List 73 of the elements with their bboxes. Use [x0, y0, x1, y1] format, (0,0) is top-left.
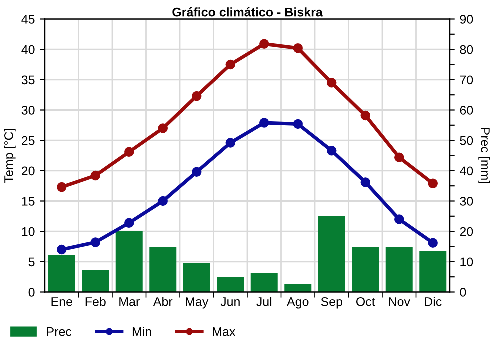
point [428, 238, 438, 248]
bar [48, 255, 76, 292]
y2-tick-label: 30 [460, 197, 474, 206]
bar [318, 216, 346, 292]
point [360, 110, 370, 121]
y-tick-label: 10 [22, 227, 35, 236]
y2-tick-label: 40 [460, 166, 474, 176]
bar [183, 263, 210, 292]
y-tick-label: 30 [22, 106, 35, 115]
legend-label: Prec [47, 328, 72, 336]
y-axis-title: Temp [°C] [4, 129, 16, 183]
x-tick-label: Mar [120, 298, 140, 306]
y-tick-label: 20 [22, 166, 35, 176]
x-tick-label: Abr [153, 297, 173, 306]
y2-axis-title: Prec [mm] [478, 128, 490, 184]
y-tick-label: 5 [28, 258, 35, 267]
y2-tick-label: 80 [460, 45, 474, 54]
bar [420, 251, 447, 292]
point [428, 178, 438, 189]
y2-tick-label: 60 [460, 106, 474, 115]
point [360, 178, 370, 188]
point [327, 78, 337, 88]
bar [116, 231, 143, 292]
point [90, 238, 100, 248]
chart-title: Gráfico climático - Biskra [172, 7, 323, 17]
x-tick-label: Ene [52, 298, 72, 306]
point [57, 244, 67, 255]
x-tick-label: Oct [356, 297, 376, 306]
y2-tick-label: 10 [460, 258, 474, 267]
y-tick-label: 25 [22, 136, 35, 146]
y2-tick-label: 50 [460, 136, 474, 146]
point [90, 170, 100, 181]
bar [386, 247, 413, 292]
point [260, 39, 270, 49]
point [192, 167, 202, 177]
y2-tick-label: 70 [460, 76, 474, 85]
point [327, 146, 337, 156]
x-tick-label: Jun [220, 298, 240, 306]
x-tick-label: Ago [287, 298, 309, 309]
bar [150, 247, 177, 292]
point [293, 119, 303, 130]
point [226, 60, 236, 70]
bar [250, 273, 278, 292]
point [226, 138, 236, 148]
bar [217, 277, 244, 292]
y-tick-label: 40 [22, 45, 35, 54]
y2-tick-label: 0 [460, 288, 466, 297]
y2-tick-label: 20 [460, 227, 474, 236]
point [192, 91, 202, 102]
point [293, 44, 303, 54]
x-tick-label: May [186, 298, 209, 309]
point [394, 214, 404, 224]
x-tick-label: Dic [425, 297, 442, 306]
x-tick-label: Jul [256, 297, 272, 306]
bar [82, 270, 110, 292]
x-tick-label: Feb [86, 297, 106, 306]
bar [352, 247, 380, 292]
legend-label: Max [213, 328, 236, 336]
y-tick-label: 35 [22, 76, 35, 85]
x-tick-label: Sep [321, 297, 342, 309]
point [57, 182, 67, 192]
y-tick-label: 45 [22, 15, 35, 24]
point [260, 118, 270, 128]
y-tick-label: 0 [28, 288, 35, 297]
point [124, 147, 134, 157]
y-tick-label: 15 [22, 197, 35, 206]
x-tick-label: Nov [389, 298, 410, 306]
point [158, 196, 168, 206]
y2-tick-label: 90 [460, 15, 474, 24]
point [394, 152, 404, 162]
point [158, 124, 168, 134]
legend-label: Min [132, 327, 152, 336]
point [124, 218, 134, 228]
